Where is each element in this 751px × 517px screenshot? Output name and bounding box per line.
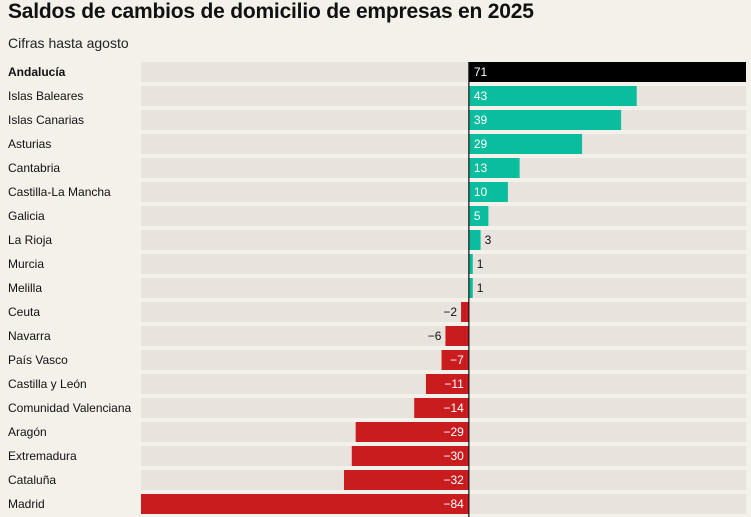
- bar-track: [141, 230, 746, 250]
- value-label: 39: [474, 113, 488, 127]
- bar-track: [141, 326, 746, 346]
- category-label: Andalucía: [8, 65, 66, 79]
- value-label: −29: [444, 425, 465, 439]
- category-label: Galicia: [8, 209, 45, 223]
- bar: [468, 182, 508, 202]
- value-label: −7: [450, 353, 464, 367]
- bar: [468, 62, 746, 82]
- category-label: Islas Baleares: [8, 89, 83, 103]
- category-label: Melilla: [8, 281, 42, 295]
- bar: [461, 302, 469, 322]
- bar: [355, 422, 469, 442]
- category-label: País Vasco: [8, 353, 68, 367]
- category-label: Navarra: [8, 329, 51, 343]
- bar-track: [141, 302, 746, 322]
- bar-track: [141, 134, 746, 154]
- bar: [468, 158, 520, 178]
- value-label: 43: [474, 89, 488, 103]
- category-label: Castilla-La Mancha: [8, 185, 111, 199]
- value-label: −11: [444, 377, 464, 391]
- value-label: −84: [444, 497, 465, 511]
- bar: [351, 446, 469, 466]
- bar: [414, 398, 469, 418]
- bar: [468, 278, 473, 298]
- category-label: Murcia: [8, 257, 44, 271]
- category-label: Asturias: [8, 137, 51, 151]
- chart-subtitle: Cifras hasta agosto: [8, 35, 129, 51]
- value-label: −2: [443, 305, 457, 319]
- bar: [468, 110, 622, 130]
- category-label: Ceuta: [8, 305, 40, 319]
- bar-track: [141, 278, 746, 298]
- category-label: Cataluña: [8, 473, 56, 487]
- category-label: La Rioja: [8, 233, 52, 247]
- bar-track: [141, 206, 746, 226]
- bar: [425, 374, 469, 394]
- bar-track: [141, 158, 746, 178]
- category-label: Extremadura: [8, 449, 77, 463]
- bar: [468, 86, 637, 106]
- bar: [141, 494, 469, 514]
- bar-track: [141, 110, 746, 130]
- category-label: Islas Canarias: [8, 113, 84, 127]
- category-label: Madrid: [8, 497, 45, 511]
- value-label: −32: [444, 473, 465, 487]
- value-label: 3: [485, 233, 492, 247]
- value-label: 71: [474, 65, 488, 79]
- value-label: −30: [444, 449, 465, 463]
- bar-track: [141, 182, 746, 202]
- category-label: Aragón: [8, 425, 47, 439]
- bar: [441, 350, 469, 370]
- value-label: 29: [474, 137, 488, 151]
- category-label: Cantabria: [8, 161, 60, 175]
- bar: [468, 230, 481, 250]
- value-label: 1: [477, 257, 484, 271]
- value-label: 1: [477, 281, 484, 295]
- category-label: Castilla y León: [8, 377, 87, 391]
- bar: [343, 470, 469, 490]
- bar: [468, 254, 473, 274]
- bar-track: [141, 86, 746, 106]
- category-label: Comunidad Valenciana: [8, 401, 132, 415]
- chart-title: Saldos de cambios de domicilio de empres…: [8, 0, 534, 23]
- value-label: 5: [474, 209, 481, 223]
- value-label: 13: [474, 161, 488, 175]
- value-label: −6: [428, 329, 442, 343]
- bar: [445, 326, 469, 346]
- bar: [468, 134, 583, 154]
- bar: [468, 206, 489, 226]
- bar-track: [141, 254, 746, 274]
- value-label: 10: [474, 185, 488, 199]
- value-label: −14: [444, 401, 465, 415]
